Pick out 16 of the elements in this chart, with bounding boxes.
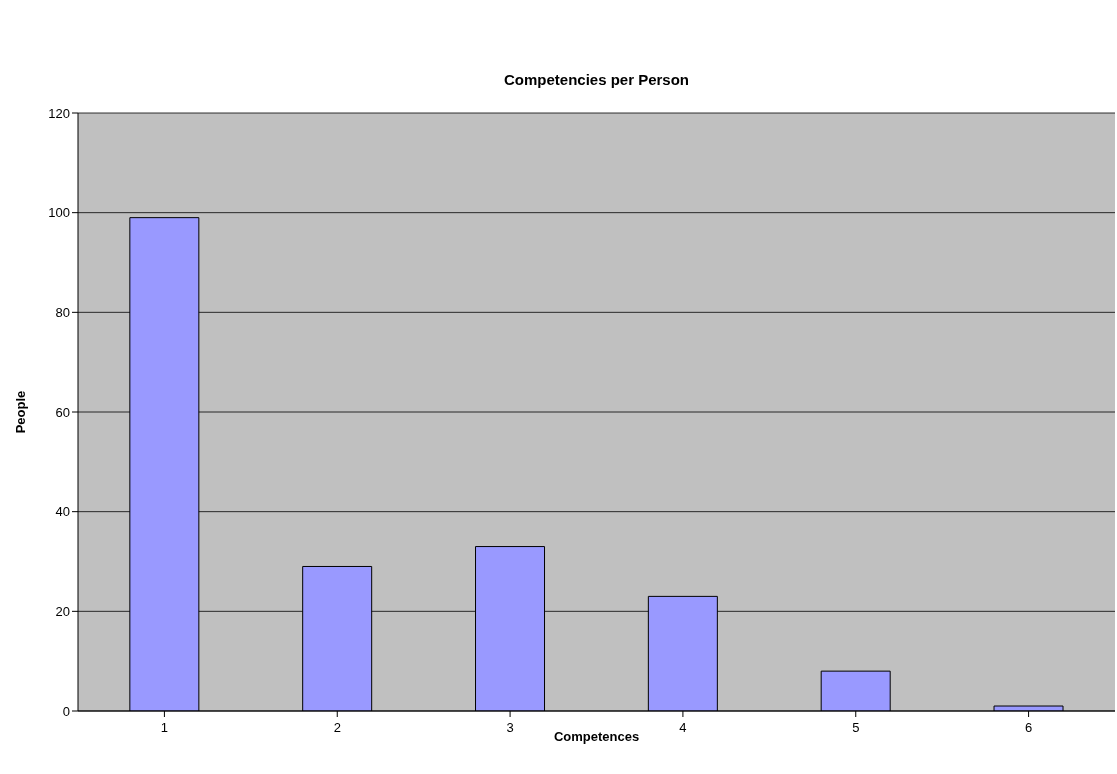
x-tick-label: 1 <box>160 720 169 736</box>
y-tick-label: 100 <box>48 205 70 221</box>
x-tick-label: 3 <box>506 720 514 736</box>
x-tick-label: 2 <box>333 720 341 736</box>
y-tick-label: 60 <box>55 404 70 420</box>
chart-title: Competencies per Person <box>502 71 691 88</box>
y-axis-title: People <box>12 390 28 434</box>
x-axis-title: Competences <box>553 729 640 744</box>
x-tick-label: 6 <box>1024 720 1033 736</box>
y-tick-label: 40 <box>55 504 70 520</box>
y-tick-label: 20 <box>55 603 70 619</box>
x-tick-label: 5 <box>852 720 860 736</box>
y-tick-label: 80 <box>55 304 70 320</box>
y-tick-label: 0 <box>62 703 70 719</box>
x-tick-label: 4 <box>679 720 687 736</box>
y-tick-label: 120 <box>48 105 70 121</box>
